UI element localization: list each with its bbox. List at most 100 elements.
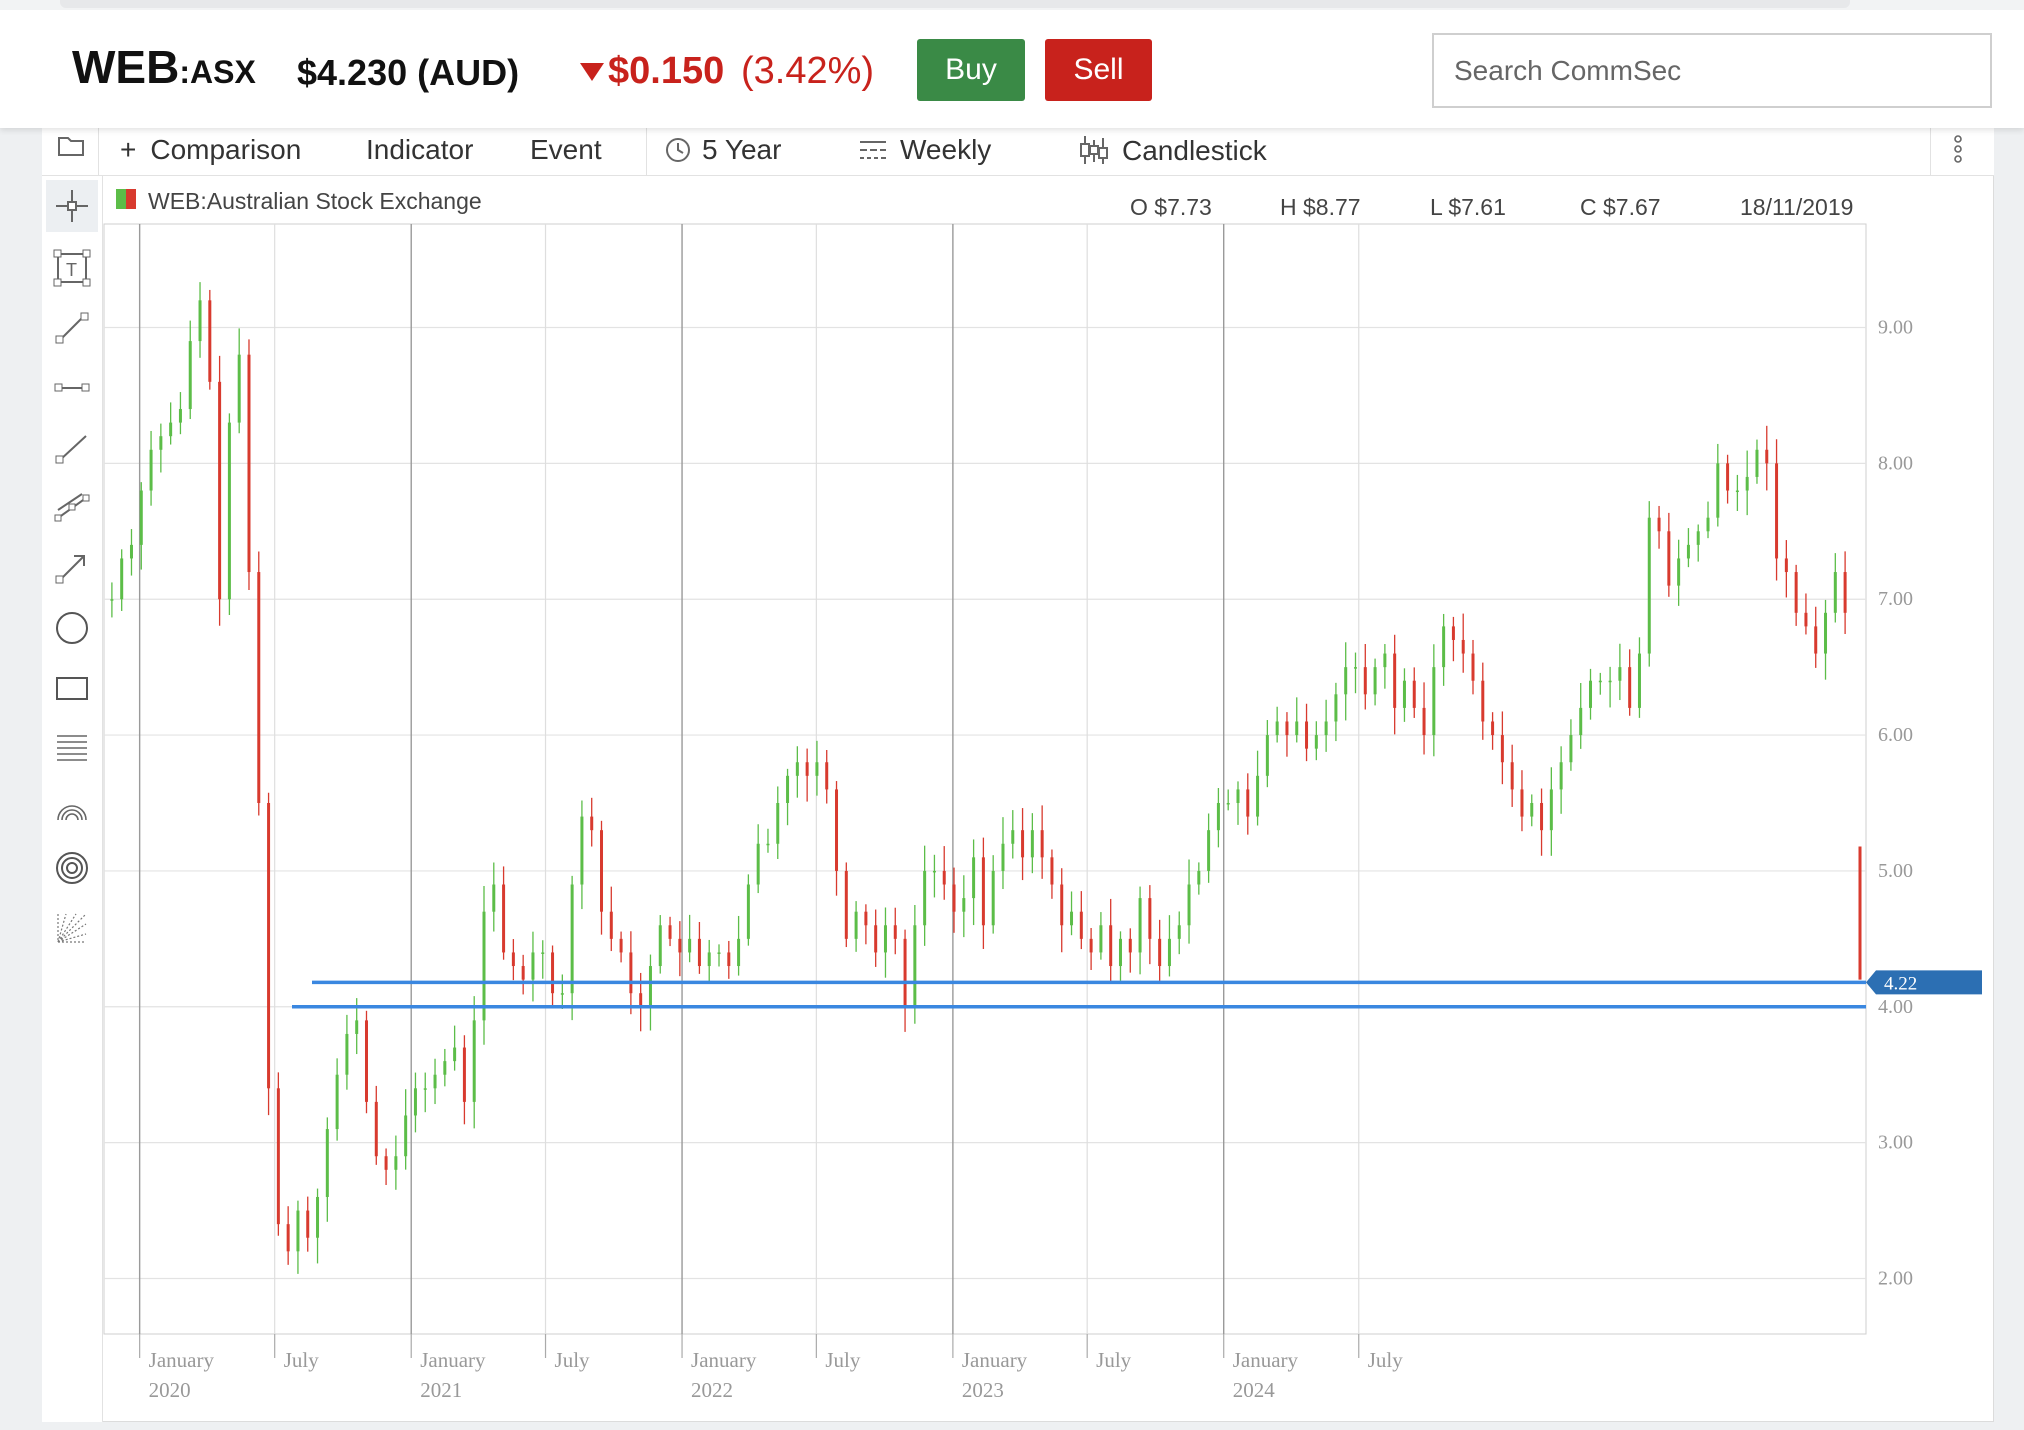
candle-body [1285,721,1289,736]
candle-body [521,966,525,980]
interval-button[interactable]: Weekly [858,134,991,166]
circle-icon[interactable] [46,602,98,654]
rectangle-icon[interactable] [46,662,98,714]
plot-area [103,223,1867,1335]
candle-body [257,572,261,803]
candle-body [1079,911,1083,939]
candle-body [1530,803,1534,817]
ohlc-open: O $7.73 [1130,194,1212,220]
current-price-tag [1866,970,1982,995]
candle-body [570,884,574,994]
candle-body [981,857,985,926]
candle-body [198,300,202,342]
gann-fan-icon[interactable] [46,902,98,954]
x-tick-label: July [284,1348,320,1372]
candle-body [874,925,878,953]
more-options-icon[interactable] [1952,132,1964,173]
annotation-icon[interactable]: T [46,242,98,294]
segment-icon[interactable] [46,362,98,414]
candle-body [1412,680,1416,708]
chart-type-button[interactable]: Candlestick [1078,134,1267,167]
candle-body [1334,694,1338,722]
candle-body [218,381,222,600]
candle-body [511,952,515,967]
candle-body [1824,612,1828,654]
candle-body [364,1020,368,1102]
candle-body [609,911,613,939]
plus-icon: + [120,134,137,165]
candle-body [462,1047,466,1102]
candle-body [1765,449,1769,464]
candle-body [374,1101,378,1157]
candle-body [1167,938,1171,967]
search-input[interactable] [1432,33,1992,108]
candle-body [551,952,555,994]
x-tick-year-label: 2020 [149,1378,191,1402]
event-button[interactable]: Event [530,134,602,165]
candle-body [1089,938,1093,953]
candle-body [1118,938,1122,967]
channel-icon[interactable] [46,482,98,534]
candle-body [1442,626,1446,668]
candle-body [149,449,153,491]
candle-body [717,952,721,954]
candle-body [1745,476,1749,491]
candle-body [991,870,995,926]
candle-body [825,762,829,790]
legend-label: WEB:Australian Stock Exchange [148,188,482,214]
candle-body [335,1074,339,1130]
indicator-button[interactable]: Indicator [366,134,474,165]
candle-body [1256,775,1260,817]
candle-body [942,870,946,885]
x-tick-year-label: 2021 [420,1378,462,1402]
candle-body [688,938,692,953]
legend-swatch-down [126,189,136,209]
fib-levels-icon[interactable] [46,722,98,774]
sell-button[interactable]: Sell [1045,39,1152,101]
arrow-icon[interactable] [46,542,98,594]
candle-body [404,1115,408,1157]
x-tick-label: July [555,1348,591,1372]
fib-arcs-icon[interactable] [46,782,98,834]
top-bar: WEB:ASX $4.230 (AUD) $0.150 (3.42%) Buy … [0,0,2024,128]
candle-body [1726,463,1730,491]
candle-body [1314,735,1318,749]
candle-body [1657,517,1661,532]
candle-body [1628,667,1632,708]
drawing-tools-sidebar: T [42,176,103,1422]
candle-body [932,870,936,873]
candle-body [1755,449,1759,477]
crosshair-icon[interactable] [46,180,98,232]
candle-body [903,938,907,1007]
candle-body [1060,884,1064,926]
period-label: 5 Year [702,134,782,165]
candle-body [952,884,956,912]
period-button[interactable]: 5 Year [664,134,781,166]
candle-body [1735,490,1739,493]
interval-label: Weekly [900,134,992,165]
candle-body [267,803,271,1089]
ohlc-close: C $7.67 [1580,194,1661,220]
ray-icon[interactable] [46,422,98,474]
candle-body [629,952,633,994]
candle-body [883,925,887,953]
y-tick-label: 5.00 [1878,860,1913,882]
fib-circles-icon[interactable] [46,842,98,894]
candle-body [1637,653,1641,708]
candle-body [639,993,643,1007]
candle-body [1510,762,1514,790]
candle-body [296,1210,300,1252]
folder-icon[interactable] [56,132,86,165]
candle-body [1177,925,1181,939]
candle-body [502,884,506,953]
candle-body [1471,653,1475,681]
line-icon[interactable] [46,302,98,354]
candle-body [1618,667,1622,681]
ohlc-date: 18/11/2019 [1740,194,1853,220]
buy-button[interactable]: Buy [917,39,1025,101]
candle-body [756,843,760,885]
ohlc-low: L $7.61 [1430,194,1506,220]
comparison-button[interactable]: + Comparison [120,134,301,166]
candle-body [835,789,839,871]
